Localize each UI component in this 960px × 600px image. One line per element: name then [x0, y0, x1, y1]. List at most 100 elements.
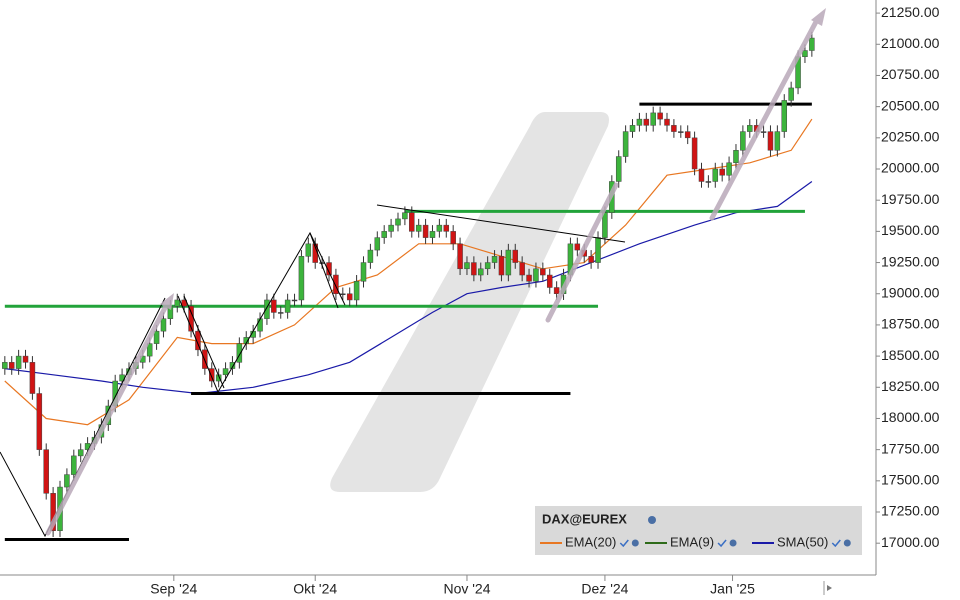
- legend-settings[interactable]: [843, 539, 851, 547]
- candle-body: [788, 87, 794, 101]
- candle-body: [2, 362, 8, 369]
- candle-body: [588, 256, 594, 263]
- legend-settings[interactable]: [631, 539, 639, 547]
- legend-check[interactable]: [831, 539, 841, 548]
- candle-body: [422, 224, 429, 238]
- candle-body: [767, 131, 774, 151]
- candle-body: [229, 362, 236, 369]
- x-tick-label: Sep '24: [150, 581, 197, 597]
- y-tick-label: 20750.00: [881, 66, 940, 82]
- candle-body: [464, 262, 470, 270]
- candle-body: [747, 125, 753, 132]
- candle-body: [326, 262, 332, 276]
- candle-body: [540, 268, 546, 276]
- legend-label: EMA(9): [670, 534, 714, 549]
- candle-body: [643, 118, 650, 126]
- candle-body: [346, 293, 353, 301]
- legend-label: SMA(50): [777, 534, 828, 549]
- watermark: [330, 112, 609, 492]
- candle-body: [409, 212, 415, 232]
- candle-body: [195, 330, 201, 351]
- y-tick-label: 17500.00: [881, 472, 940, 488]
- candle-body: [291, 299, 298, 302]
- scroll-icon[interactable]: [823, 581, 832, 595]
- candle-body: [64, 474, 70, 488]
- candle-body: [277, 312, 284, 314]
- candle-body: [595, 237, 601, 263]
- trend-line: [183, 295, 225, 389]
- candle-body: [526, 274, 532, 282]
- candle-body: [512, 249, 519, 263]
- candle-body: [367, 249, 374, 263]
- y-tick-label: 18000.00: [881, 409, 940, 425]
- y-tick-label: 20000.00: [881, 160, 940, 176]
- candle-body: [629, 125, 636, 132]
- candle-body: [333, 274, 339, 294]
- candle-body: [374, 237, 381, 251]
- x-tick-label: Dez '24: [581, 581, 628, 597]
- candle-body: [236, 343, 243, 363]
- candle-body: [146, 343, 153, 357]
- x-tick-label: Jan '25: [710, 581, 755, 597]
- candle-body: [153, 330, 160, 344]
- candle-body: [574, 243, 581, 251]
- candle-body: [457, 243, 463, 270]
- trend-line: [309, 232, 339, 309]
- candle-body: [546, 274, 553, 288]
- candle-body: [781, 100, 788, 132]
- candle-body: [657, 112, 663, 120]
- candle-body: [622, 131, 629, 157]
- candle-body: [77, 449, 84, 457]
- line-series: [4, 181, 813, 395]
- candle-body: [553, 287, 560, 294]
- y-tick-label: 18250.00: [881, 378, 940, 394]
- candle-body: [340, 293, 346, 295]
- arrow: [545, 182, 619, 323]
- legend-settings[interactable]: [729, 539, 737, 547]
- candle-body: [760, 131, 767, 133]
- candle-body: [319, 262, 325, 264]
- candle-body: [284, 299, 291, 313]
- settings-icon[interactable]: [648, 516, 656, 524]
- candle-body: [36, 393, 43, 450]
- candle-body: [43, 449, 49, 494]
- candle-body: [491, 256, 498, 263]
- legend-check[interactable]: [717, 539, 727, 548]
- candle-body: [615, 156, 622, 182]
- candle-body: [809, 37, 815, 51]
- legend: DAX@EUREX EMA(20) EMA(9) SMA(50): [535, 506, 862, 555]
- candle-body: [415, 224, 422, 232]
- candle-body: [698, 168, 705, 182]
- candle-body: [678, 131, 684, 133]
- y-tick-label: 19250.00: [881, 253, 940, 269]
- y-tick-label: 18500.00: [881, 347, 940, 363]
- candle-body: [774, 131, 781, 151]
- candle-body: [381, 231, 387, 238]
- candle-body: [50, 493, 56, 531]
- candle-body: [395, 218, 401, 226]
- candle-body: [264, 299, 270, 319]
- candle-body: [360, 262, 367, 282]
- candle-body: [305, 243, 312, 257]
- x-tick-label: Nov '24: [443, 581, 490, 597]
- candle-body: [636, 118, 643, 126]
- y-tick-label: 20250.00: [881, 129, 940, 145]
- candle-body: [519, 262, 525, 276]
- scroll-arrow[interactable]: [827, 585, 832, 591]
- candle-body: [602, 212, 608, 238]
- y-tick-label: 17250.00: [881, 503, 940, 519]
- candle-body: [174, 299, 181, 307]
- candle-body: [471, 262, 477, 276]
- y-tick-label: 20500.00: [881, 97, 940, 113]
- arrow: [45, 299, 171, 536]
- x-tick-label: Okt '24: [293, 581, 337, 597]
- y-tick-label: 17750.00: [881, 440, 940, 456]
- candle-body: [353, 281, 360, 301]
- legend-check[interactable]: [619, 539, 629, 548]
- candle-body: [15, 355, 22, 369]
- legend-title: DAX@EUREX: [542, 511, 627, 526]
- candle-body: [484, 262, 491, 270]
- drawings: [0, 204, 626, 538]
